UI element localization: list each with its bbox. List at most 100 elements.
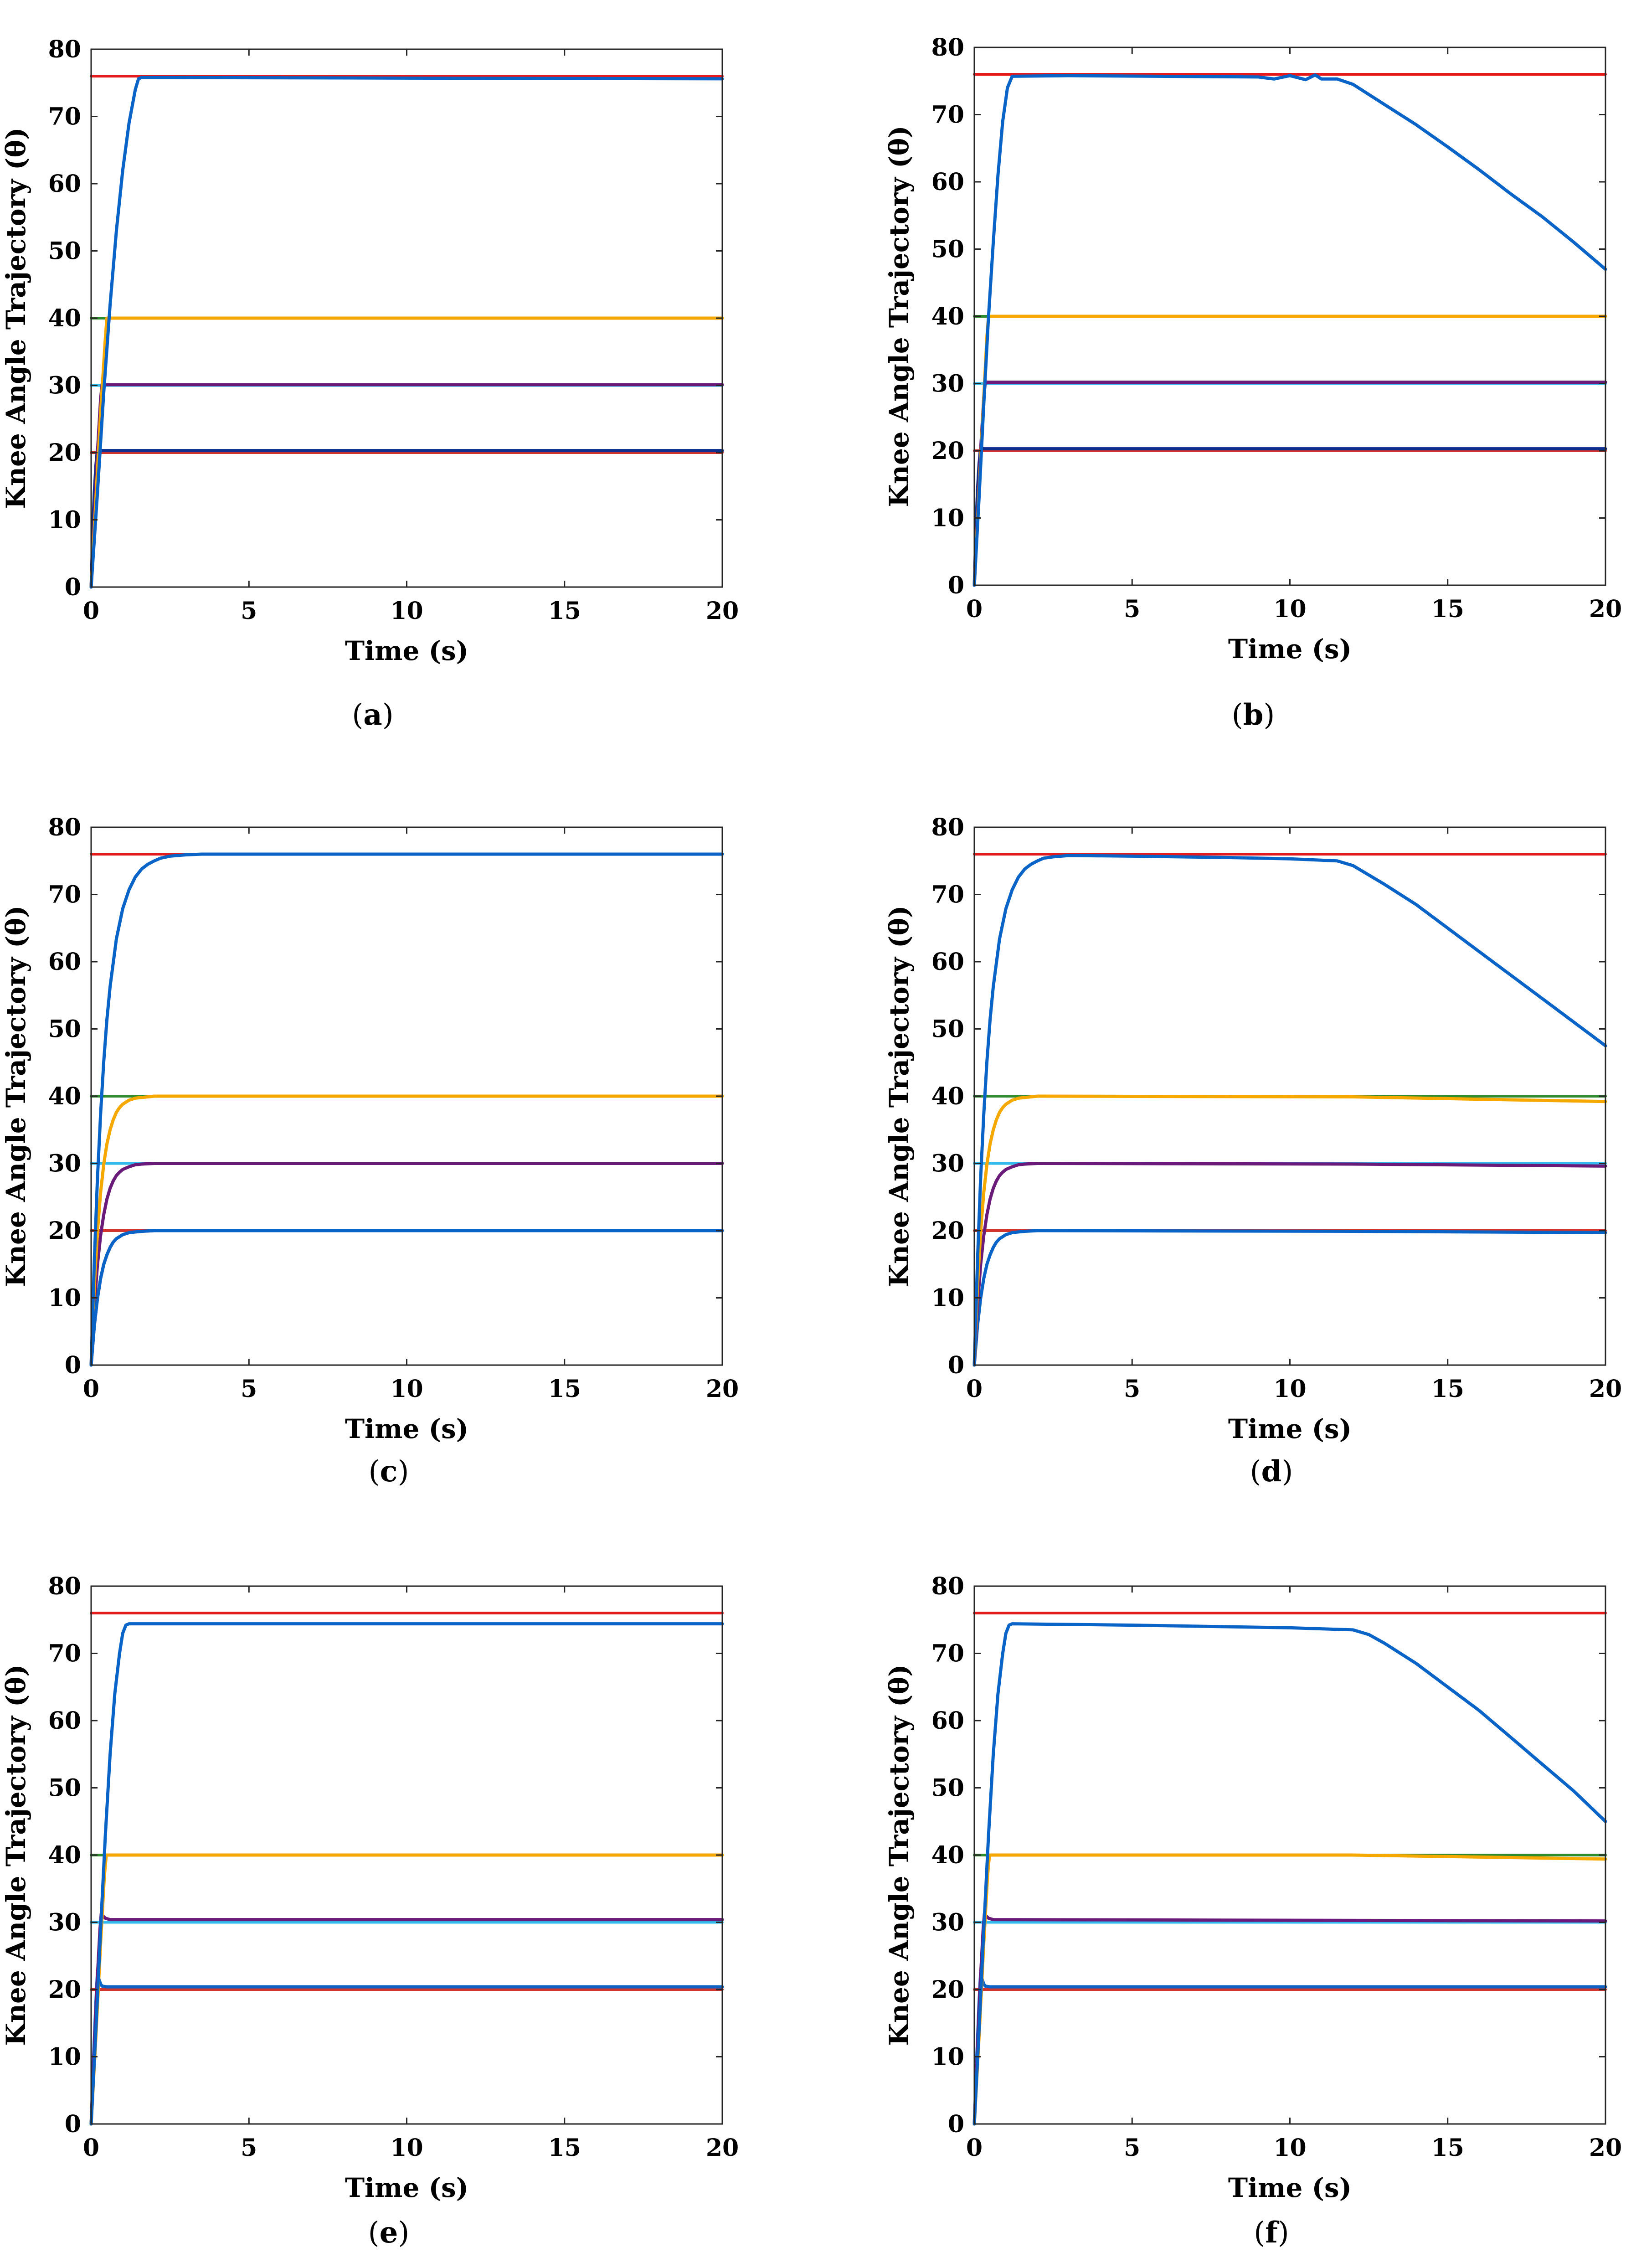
x-tick-label: 15: [1431, 1375, 1464, 1403]
series-line-response-76: [89, 852, 724, 1367]
y-tick-label: 60: [931, 948, 964, 976]
y-tick-label: 30: [48, 1150, 81, 1178]
y-tick-label: 80: [48, 1572, 81, 1600]
caption-close-paren: ): [382, 698, 394, 732]
y-tick-label: 60: [931, 1707, 964, 1735]
y-tick-label: 70: [48, 103, 81, 131]
y-tick-label: 20: [48, 1217, 81, 1245]
y-tick-label: 0: [65, 573, 81, 601]
y-tick-label: 20: [48, 439, 81, 467]
panel-e: 0 10 20 30 40 50 60 70 80 0 5 10 15 20 Time (s) Knee An…: [0, 1572, 739, 2250]
x-axis-label: Time (s): [345, 635, 468, 666]
y-tick-label: 40: [48, 1082, 81, 1110]
panel-d: 0 10 20 30 40 50 60 70 80 0 5 10 15 20 Time (s) Knee An…: [884, 814, 1622, 1489]
x-tick-label: 10: [1273, 1375, 1306, 1403]
panel-caption: (e): [368, 2216, 410, 2250]
caption-close-paren: ): [397, 1455, 409, 1489]
caption-letter: b: [1243, 698, 1264, 732]
caption-open-paren: (: [369, 1455, 380, 1489]
x-tick-label: 5: [241, 597, 257, 625]
y-tick-label: 0: [65, 1351, 81, 1379]
x-axis-label: Time (s): [345, 2172, 468, 2203]
y-tick-label: 50: [48, 237, 81, 265]
series-group: [972, 73, 1607, 587]
series-line-response-20-blue: [89, 1229, 724, 1367]
x-tick-label: 10: [390, 2134, 423, 2162]
x-tick-label: 15: [548, 1375, 581, 1403]
series-line-response-76: [972, 854, 1607, 1367]
x-tick-label: 5: [241, 1375, 257, 1403]
y-tick-label: 80: [48, 814, 81, 841]
y-tick-label: 30: [931, 1909, 964, 1937]
y-tick-label: 20: [931, 437, 964, 465]
y-tick-label: 10: [48, 1284, 81, 1312]
x-tick-label: 0: [83, 2134, 99, 2162]
y-tick-label: 30: [931, 1150, 964, 1178]
series-group: [89, 1612, 724, 2126]
x-tick-label: 10: [1273, 2134, 1306, 2162]
y-tick-label: 80: [931, 34, 964, 62]
x-tick-label: 0: [83, 1375, 99, 1403]
x-tick-label: 10: [1273, 595, 1306, 623]
series-line-response-76: [89, 1622, 724, 2126]
y-tick-label: 60: [48, 170, 81, 198]
y-tick-label: 70: [931, 101, 964, 129]
panel-c: 0 10 20 30 40 50 60 70 80 0 5 10 15 20 Time (s) Knee An…: [0, 814, 739, 1489]
y-axis-label: Knee Angle Trajectory (θ): [0, 127, 31, 509]
series-line-response-40: [972, 1094, 1607, 1367]
caption-close-paren: ): [1281, 1455, 1293, 1489]
y-tick-label: 0: [65, 2110, 81, 2138]
x-tick-label: 5: [1124, 2134, 1140, 2162]
x-tick-label: 10: [390, 1375, 423, 1403]
y-tick-label: 80: [931, 814, 964, 841]
x-tick-label: 0: [966, 1375, 983, 1403]
y-tick-label: 0: [948, 1351, 964, 1379]
x-tick-label: 5: [1124, 1375, 1140, 1403]
y-tick-label: 40: [931, 1082, 964, 1110]
x-tick-label: 0: [966, 595, 983, 623]
series-line-response-30: [89, 1162, 724, 1367]
series-line-response-40: [89, 1094, 724, 1367]
y-tick-label: 60: [931, 168, 964, 196]
y-axis-label: Knee Angle Trajectory (θ): [884, 905, 915, 1287]
caption-open-paren: (: [352, 698, 363, 732]
x-tick-label: 20: [706, 597, 739, 625]
y-tick-label: 40: [48, 304, 81, 332]
panel-caption: (d): [1250, 1454, 1293, 1489]
y-tick-label: 50: [931, 236, 964, 263]
y-tick-label: 60: [48, 948, 81, 976]
x-tick-label: 10: [390, 597, 423, 625]
panel-caption: (b): [1232, 698, 1275, 732]
x-tick-label: 20: [1589, 2134, 1622, 2162]
y-tick-label: 0: [948, 2110, 964, 2138]
y-tick-label: 40: [48, 1841, 81, 1869]
series-group: [972, 1612, 1607, 2126]
x-tick-label: 15: [1431, 595, 1464, 623]
y-tick-label: 50: [931, 1774, 964, 1802]
caption-letter: d: [1261, 1454, 1282, 1489]
y-tick-label: 60: [48, 1707, 81, 1735]
series-line-response-76: [89, 76, 724, 589]
caption-close-paren: ): [1263, 698, 1275, 732]
x-tick-label: 15: [548, 597, 581, 625]
x-tick-label: 5: [241, 2134, 257, 2162]
y-tick-label: 20: [48, 1976, 81, 2004]
y-tick-label: 10: [48, 506, 81, 534]
y-tick-label: 50: [48, 1774, 81, 1802]
caption-letter: a: [363, 698, 382, 732]
y-tick-label: 10: [931, 505, 964, 532]
series-line-response-76: [972, 1622, 1607, 2126]
x-axis-label: Time (s): [1228, 1413, 1352, 1444]
caption-open-paren: (: [1254, 2216, 1265, 2250]
y-tick-label: 40: [931, 1841, 964, 1869]
x-tick-label: 5: [1124, 595, 1140, 623]
x-axis-label: Time (s): [1228, 2172, 1352, 2203]
y-tick-label: 50: [931, 1015, 964, 1043]
x-tick-label: 0: [83, 597, 99, 625]
y-tick-label: 70: [931, 881, 964, 909]
y-tick-label: 10: [931, 2043, 964, 2071]
caption-close-paren: ): [1278, 2216, 1289, 2250]
x-tick-label: 0: [966, 2134, 983, 2162]
x-tick-label: 20: [706, 2134, 739, 2162]
